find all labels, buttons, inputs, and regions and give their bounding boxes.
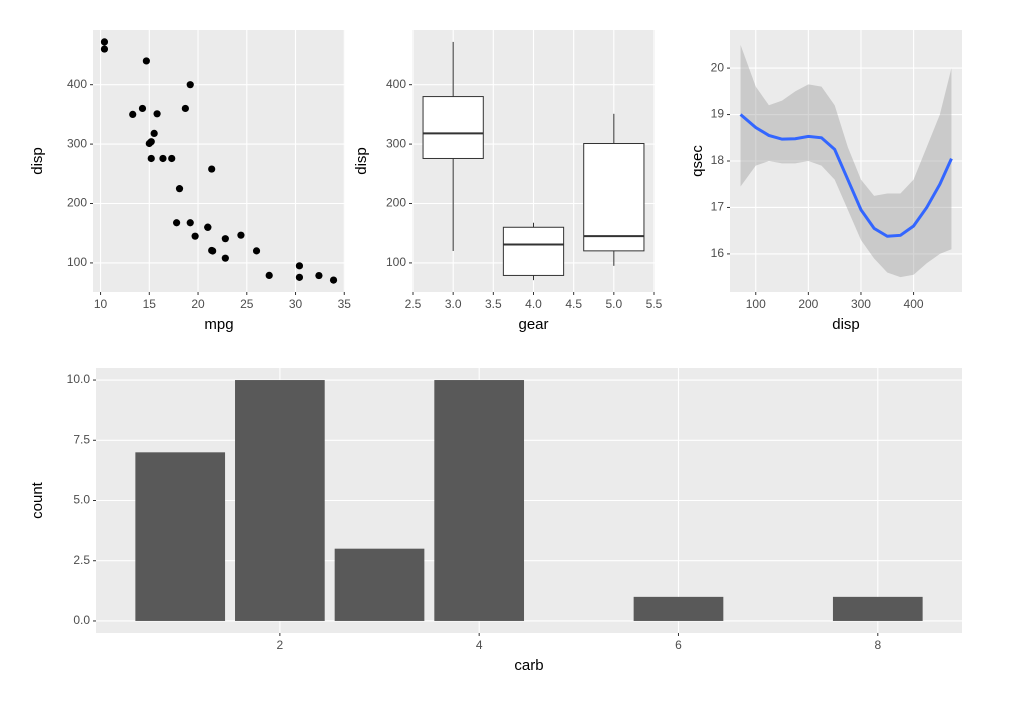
point xyxy=(315,271,323,280)
y-tick-label: 19 xyxy=(711,107,725,121)
x-tick-label: 8 xyxy=(874,638,881,652)
y-axis-title: disp xyxy=(29,147,46,175)
x-tick-label: 30 xyxy=(289,297,303,311)
y-tick-label: 100 xyxy=(67,255,87,269)
x-tick-label: 15 xyxy=(143,297,157,311)
x-axis-title: disp xyxy=(832,316,860,333)
x-tick-label: 10 xyxy=(94,297,108,311)
y-tick-label: 17 xyxy=(711,200,725,214)
x-tick-label: 5.0 xyxy=(605,297,622,311)
y-tick-label: 400 xyxy=(67,77,87,91)
point xyxy=(208,246,216,255)
point xyxy=(168,154,176,163)
point xyxy=(138,104,147,113)
panel-background xyxy=(93,30,345,292)
bar xyxy=(235,380,325,621)
point xyxy=(100,38,109,46)
y-tick-label: 200 xyxy=(386,196,406,210)
point xyxy=(204,223,212,231)
point xyxy=(147,154,155,163)
y-tick-label: 200 xyxy=(67,196,87,210)
x-tick-label: 3.5 xyxy=(485,297,502,311)
y-axis-title: count xyxy=(29,481,46,519)
y-axis-title: qsec xyxy=(689,145,706,177)
point xyxy=(295,262,304,270)
x-tick-label: 3.0 xyxy=(445,297,462,311)
point xyxy=(221,235,229,243)
bar xyxy=(832,596,923,621)
x-tick-label: 35 xyxy=(338,297,352,311)
bar xyxy=(434,380,525,621)
smooth-line xyxy=(739,113,953,238)
confidence-band xyxy=(740,44,952,278)
y-tick-label: 10.0 xyxy=(67,372,91,386)
y-tick-label: 300 xyxy=(386,136,406,150)
x-tick-label: 4.0 xyxy=(525,297,542,311)
point xyxy=(175,185,184,193)
y-tick-label: 20 xyxy=(711,60,725,74)
x-tick-label: 100 xyxy=(746,297,766,311)
x-tick-label: 4 xyxy=(476,638,483,652)
point xyxy=(208,165,216,173)
point xyxy=(172,219,181,227)
point xyxy=(100,45,109,53)
point xyxy=(186,219,194,227)
point xyxy=(237,231,245,239)
x-axis-title: gear xyxy=(518,316,548,333)
point xyxy=(159,154,167,163)
point xyxy=(150,129,158,138)
bar xyxy=(334,548,425,621)
box xyxy=(583,143,645,252)
y-tick-label: 7.5 xyxy=(73,432,90,446)
y-tick-label: 18 xyxy=(711,153,725,167)
point xyxy=(329,276,338,284)
y-tick-label: 16 xyxy=(711,246,725,260)
x-tick-label: 200 xyxy=(798,297,818,311)
point xyxy=(153,110,161,118)
x-axis-title: mpg xyxy=(204,316,233,333)
point xyxy=(221,254,229,262)
y-tick-label: 100 xyxy=(386,255,406,269)
point xyxy=(129,110,137,118)
x-tick-label: 6 xyxy=(675,638,682,652)
x-tick-label: 400 xyxy=(904,297,924,311)
x-tick-label: 20 xyxy=(191,297,205,311)
x-tick-label: 4.5 xyxy=(565,297,582,311)
y-tick-label: 400 xyxy=(386,77,406,91)
box xyxy=(422,96,484,159)
bar xyxy=(135,452,226,621)
point xyxy=(186,81,194,89)
bar xyxy=(633,596,724,621)
point xyxy=(295,273,304,281)
x-tick-label: 5.5 xyxy=(646,297,663,311)
point xyxy=(181,104,189,113)
point xyxy=(145,139,153,148)
x-axis-title: carb xyxy=(514,657,543,674)
y-tick-label: 2.5 xyxy=(73,553,90,567)
point xyxy=(265,271,273,279)
y-tick-label: 0.0 xyxy=(73,613,90,627)
y-tick-label: 5.0 xyxy=(73,493,90,507)
box xyxy=(502,226,565,276)
x-tick-label: 25 xyxy=(240,297,254,311)
x-tick-label: 2 xyxy=(277,638,284,652)
y-axis-title: disp xyxy=(353,147,370,175)
point xyxy=(191,232,199,240)
point xyxy=(142,57,150,65)
y-tick-label: 300 xyxy=(67,136,87,150)
x-tick-label: 2.5 xyxy=(405,297,422,311)
x-tick-label: 300 xyxy=(851,297,871,311)
point xyxy=(252,247,261,255)
